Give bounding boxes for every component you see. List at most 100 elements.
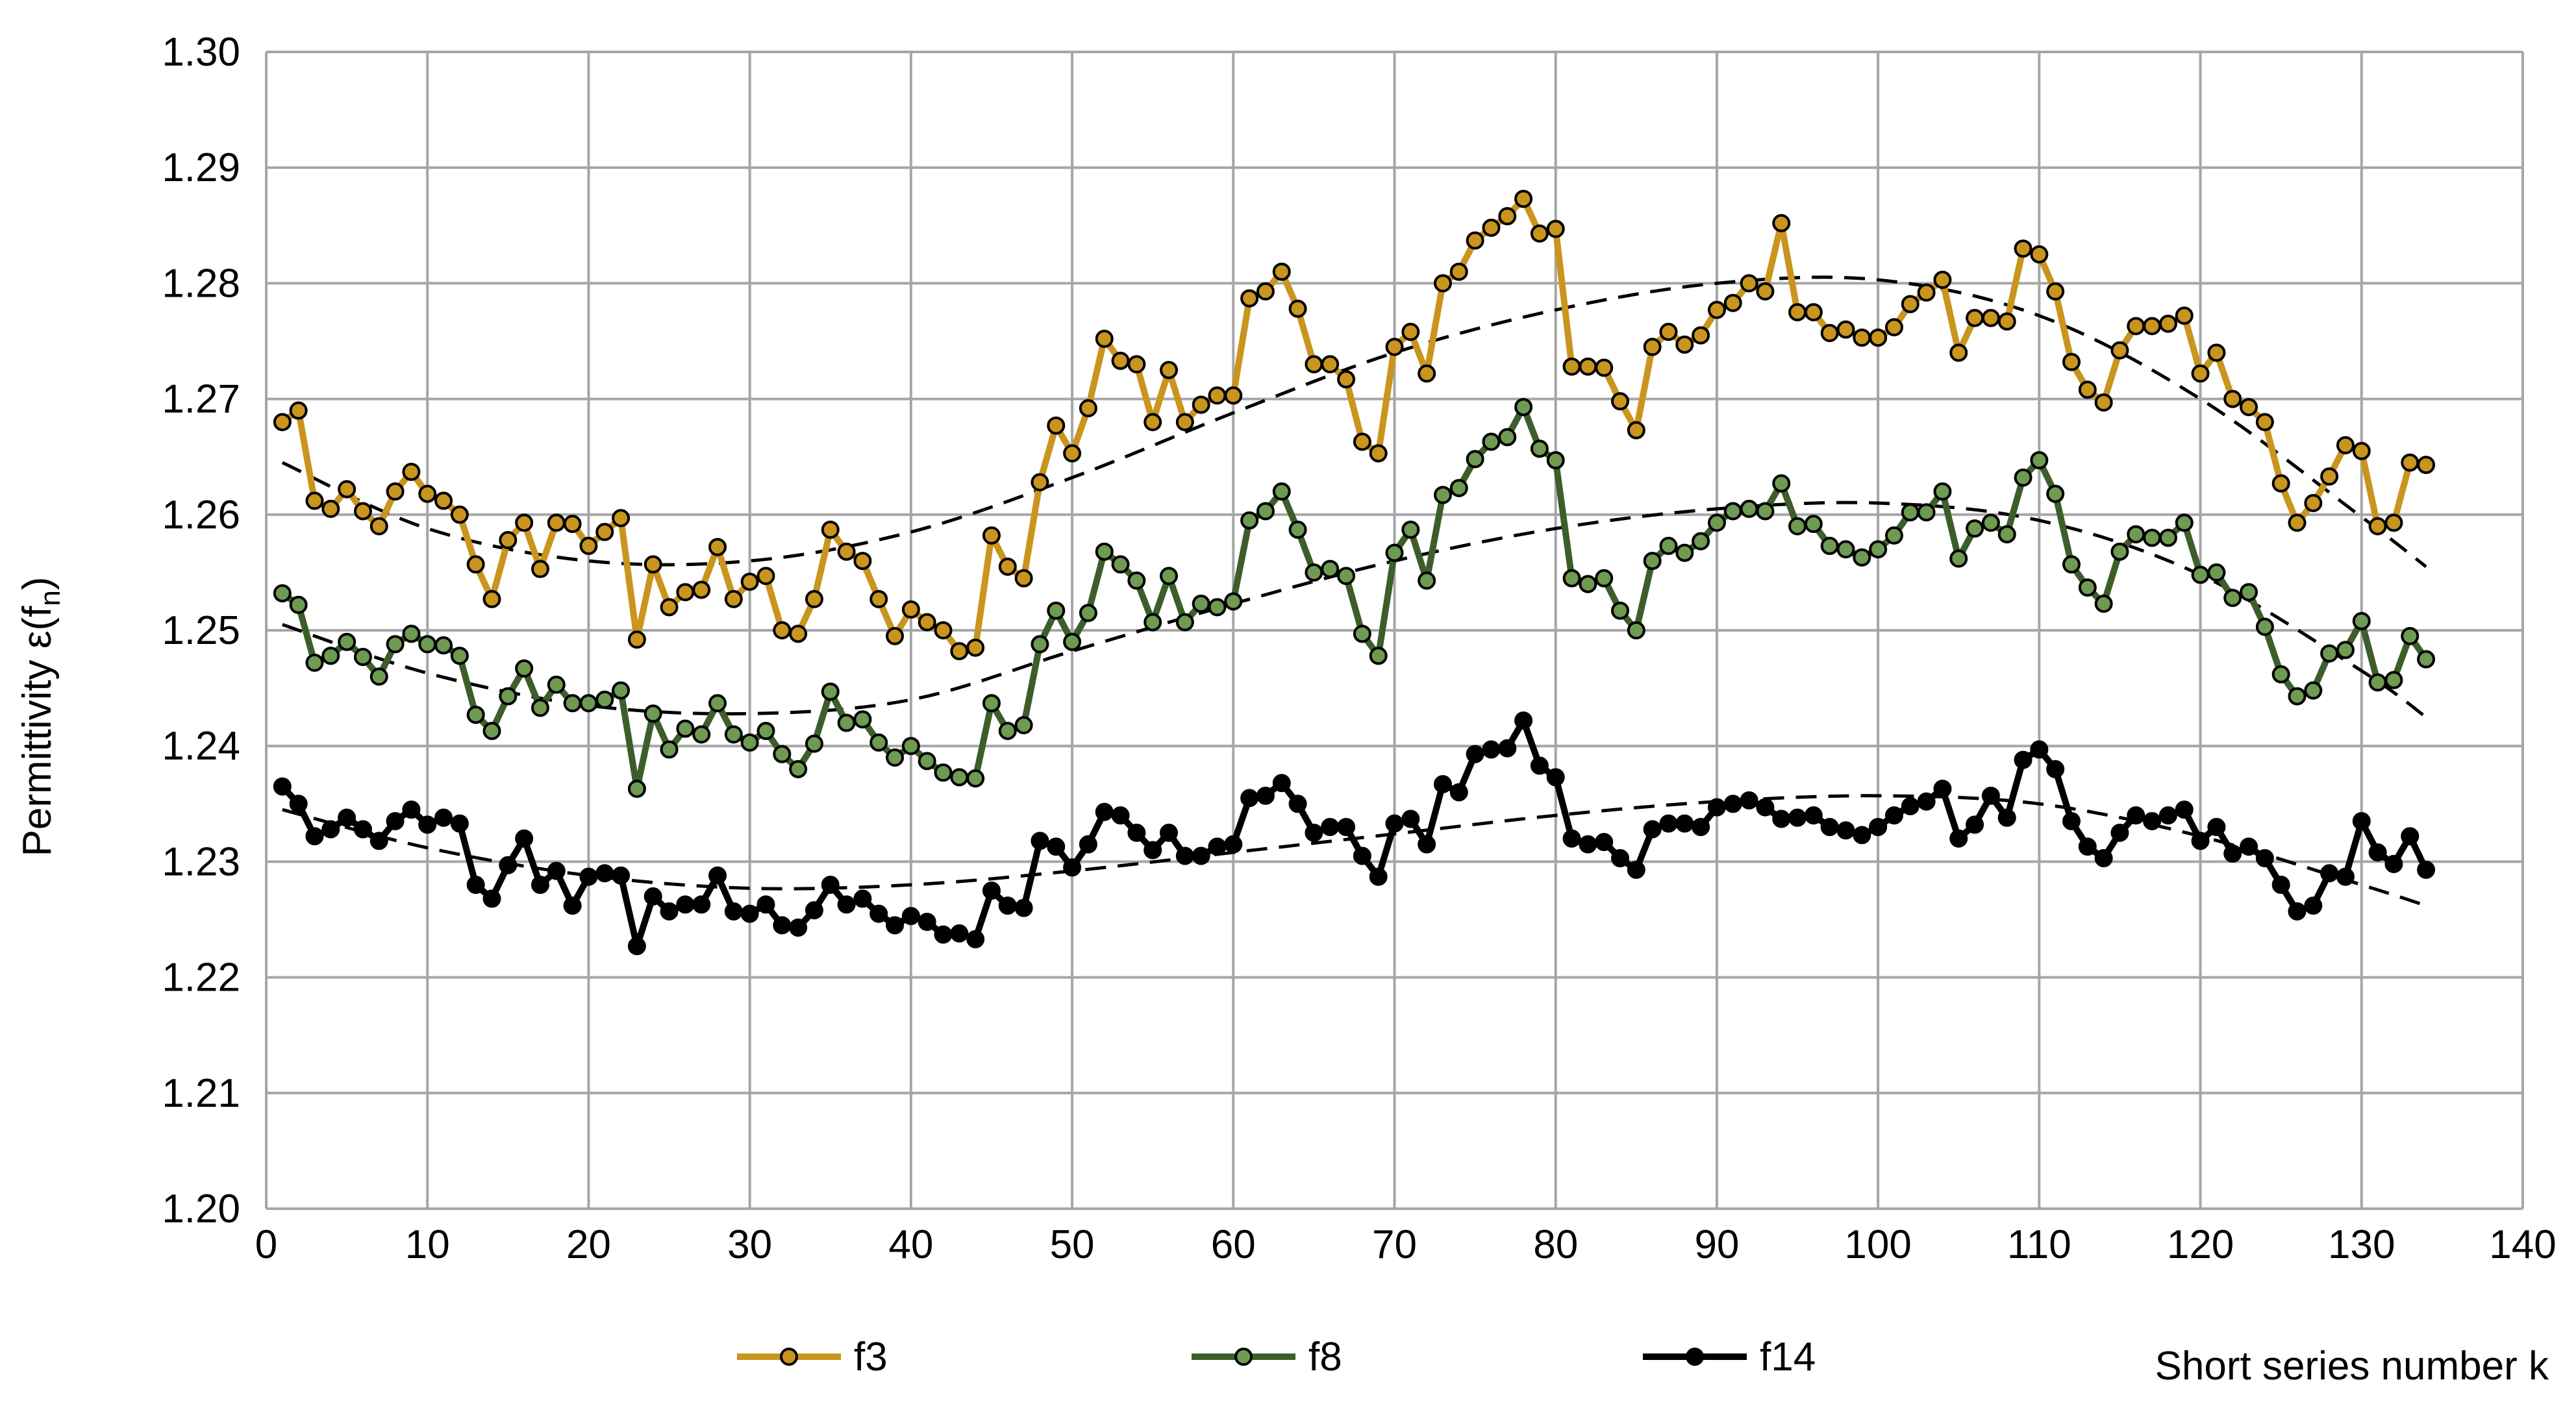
data-point (966, 638, 985, 657)
data-point (740, 573, 759, 591)
data-point (934, 925, 953, 944)
data-point (2175, 513, 2194, 532)
data-point (1997, 312, 2016, 331)
legend-marker (780, 1348, 798, 1366)
data-point (2384, 513, 2403, 532)
data-point (2288, 687, 2307, 706)
data-point (918, 752, 936, 771)
data-point (547, 675, 566, 694)
data-point (2094, 849, 2113, 868)
data-point (2046, 282, 2065, 301)
data-point (353, 647, 372, 666)
data-point (853, 552, 872, 571)
data-point (1047, 416, 1066, 435)
data-point (1836, 540, 1855, 559)
data-point (676, 719, 695, 738)
data-point (2320, 864, 2339, 883)
data-point (338, 808, 356, 827)
data-point (1514, 398, 1533, 417)
data-point (1579, 357, 1597, 376)
data-point (1353, 846, 1371, 865)
data-point (724, 902, 743, 921)
data-point (773, 916, 792, 935)
data-point (1321, 817, 1340, 836)
data-point (1966, 815, 1984, 834)
data-point (1659, 814, 1678, 833)
data-point (1208, 386, 1227, 405)
data-point (418, 635, 437, 654)
data-point (1949, 343, 1968, 362)
data-point (1692, 326, 1710, 345)
legend-item-f8: f8 (1192, 1335, 1342, 1379)
data-point (1095, 542, 1114, 561)
data-point (273, 413, 292, 432)
data-point (1707, 798, 1726, 817)
data-point (966, 769, 985, 788)
data-point (950, 924, 969, 943)
data-point (1175, 846, 1194, 865)
data-point (1579, 835, 1597, 854)
data-point (934, 621, 953, 639)
x-tick-label: 60 (1211, 1222, 1256, 1267)
data-point (1595, 833, 1614, 852)
data-point (2352, 812, 2371, 831)
x-tick-label: 110 (2007, 1222, 2071, 1267)
data-point (1111, 555, 1130, 574)
data-point (950, 768, 969, 787)
data-point (531, 876, 549, 895)
x-tick-label: 30 (727, 1222, 772, 1267)
data-point (982, 526, 1001, 545)
data-point (2271, 665, 2290, 684)
data-point (2030, 740, 2049, 759)
data-point (2014, 468, 2032, 487)
data-point (1804, 806, 1823, 825)
data-point (998, 722, 1017, 741)
data-point (1063, 444, 1082, 463)
data-point (901, 600, 920, 619)
data-point (418, 815, 437, 834)
data-point (740, 904, 759, 923)
data-point (1385, 543, 1404, 562)
data-point (1933, 780, 1952, 798)
data-point (1675, 335, 1694, 354)
legend-label: f8 (1308, 1335, 1342, 1379)
y-tick-label: 1.29 (162, 145, 240, 190)
data-point (1144, 841, 1162, 859)
data-point (1659, 323, 1678, 341)
data-point (531, 560, 549, 578)
legend-item-f3: f3 (737, 1335, 888, 1379)
data-point (1192, 846, 1210, 865)
data-point (2127, 806, 2145, 825)
series-f14 (273, 711, 2436, 956)
data-point (1675, 543, 1694, 562)
data-point (531, 698, 549, 717)
data-point (2304, 681, 2323, 700)
data-point (450, 814, 469, 833)
data-point (1707, 513, 1726, 532)
data-point (1611, 601, 1629, 620)
data-point (1192, 595, 1210, 613)
data-point (1853, 328, 1871, 347)
data-point (1240, 789, 1259, 808)
data-point (1095, 329, 1114, 348)
data-point (2417, 860, 2436, 879)
data-point (1562, 829, 1581, 848)
data-point (1433, 775, 1452, 794)
data-point (1804, 515, 1823, 534)
data-point (1401, 520, 1420, 539)
data-point (1772, 214, 1791, 232)
data-point (2143, 812, 2162, 831)
data-point (2062, 812, 2081, 831)
data-point (2127, 525, 2145, 544)
data-point (2384, 854, 2403, 873)
data-point (2175, 306, 2194, 325)
data-point (2320, 644, 2339, 663)
data-point (1079, 835, 1097, 854)
y-tick-label: 1.28 (162, 261, 240, 306)
data-point (1772, 809, 1791, 828)
data-point (773, 621, 792, 639)
data-point (1917, 283, 1936, 302)
data-point (369, 517, 388, 536)
data-point (2110, 341, 2129, 360)
data-point (1385, 338, 1404, 356)
